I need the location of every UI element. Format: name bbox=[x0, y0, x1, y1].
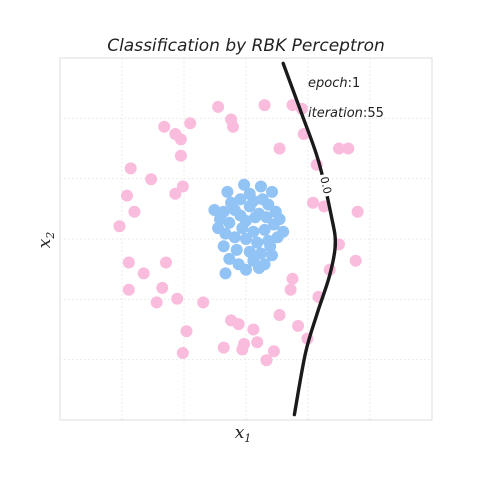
decision-boundary-line bbox=[281, 61, 338, 417]
epoch-label: epoch bbox=[308, 76, 348, 91]
data-point-series-2 bbox=[230, 243, 243, 256]
data-point-series-1 bbox=[180, 325, 193, 338]
data-point-series-1 bbox=[349, 254, 362, 267]
iteration-label: iteration bbox=[308, 106, 363, 121]
data-point-series-2 bbox=[249, 211, 262, 224]
data-point-series-1 bbox=[122, 283, 135, 296]
data-point-series-1 bbox=[273, 309, 286, 321]
data-point-series-1 bbox=[333, 142, 345, 155]
data-point-series-2 bbox=[234, 193, 247, 206]
data-point-series-2 bbox=[225, 196, 238, 209]
data-point-series-1 bbox=[212, 100, 225, 113]
data-point-series-1 bbox=[247, 323, 260, 336]
data-point-series-1 bbox=[169, 187, 182, 200]
data-point-series-2 bbox=[277, 225, 290, 238]
data-point-series-1 bbox=[292, 319, 305, 332]
data-point-series-1 bbox=[260, 354, 273, 367]
data-point-series-2 bbox=[254, 247, 267, 260]
data-point-series-1 bbox=[227, 120, 239, 133]
data-point-series-1 bbox=[184, 117, 197, 130]
decision-boundary-label: 0.0 bbox=[317, 175, 334, 195]
data-point-series-1 bbox=[286, 272, 299, 285]
data-point-series-2 bbox=[219, 267, 232, 280]
data-point-series-1 bbox=[145, 173, 158, 186]
data-point-series-1 bbox=[197, 296, 210, 309]
data-point-series-2 bbox=[264, 240, 277, 253]
data-point-series-2 bbox=[236, 222, 249, 235]
data-point-series-2 bbox=[228, 231, 241, 244]
x-axis-label-subscript: 1 bbox=[244, 432, 251, 445]
iteration-value: 55 bbox=[367, 106, 384, 121]
data-point-series-1 bbox=[307, 196, 319, 209]
data-point-series-2 bbox=[247, 225, 260, 238]
iteration-separator: : bbox=[363, 106, 367, 121]
data-point-series-1 bbox=[236, 343, 249, 356]
data-point-series-1 bbox=[351, 205, 364, 218]
data-point-series-1 bbox=[176, 180, 189, 193]
data-point-series-2 bbox=[254, 180, 267, 193]
data-point-series-1 bbox=[150, 296, 163, 309]
data-point-series-2 bbox=[217, 240, 230, 253]
data-point-series-1 bbox=[284, 283, 297, 296]
data-point-series-2 bbox=[266, 185, 278, 198]
data-point-series-1 bbox=[232, 318, 245, 331]
data-point-series-2 bbox=[238, 178, 251, 191]
data-point-series-1 bbox=[176, 347, 189, 359]
iteration-annotation: iteration:55 bbox=[308, 106, 384, 121]
y-axis-label-main: x bbox=[35, 238, 55, 248]
data-point-series-2 bbox=[208, 204, 221, 216]
data-point-series-1 bbox=[137, 267, 150, 280]
data-point-series-1 bbox=[251, 336, 264, 349]
x-axis-label: x1 bbox=[235, 423, 252, 445]
data-point-series-2 bbox=[212, 222, 225, 235]
y-axis-label: x2 bbox=[35, 232, 57, 249]
epoch-separator: : bbox=[348, 76, 352, 91]
decision-boundary-label-background bbox=[316, 172, 336, 198]
data-point-series-1 bbox=[286, 99, 299, 112]
data-point-series-2 bbox=[251, 236, 264, 249]
data-point-series-1 bbox=[122, 256, 135, 269]
data-point-series-2 bbox=[258, 223, 271, 236]
data-point-series-2 bbox=[240, 233, 252, 245]
epoch-annotation: epoch:1 bbox=[308, 76, 360, 91]
data-point-series-2 bbox=[243, 245, 256, 258]
data-point-series-2 bbox=[256, 193, 269, 206]
data-point-series-1 bbox=[124, 162, 137, 175]
data-point-series-1 bbox=[121, 189, 133, 202]
data-point-series-1 bbox=[273, 142, 286, 155]
data-point-series-1 bbox=[342, 142, 355, 155]
data-point-series-2 bbox=[243, 200, 256, 213]
data-point-series-2 bbox=[240, 263, 252, 276]
data-point-series-1 bbox=[113, 220, 126, 233]
data-point-series-1 bbox=[128, 205, 141, 218]
data-point-series-2 bbox=[269, 205, 282, 218]
x-axis-label-main: x bbox=[235, 423, 245, 443]
data-point-series-2 bbox=[223, 216, 236, 229]
data-point-series-2 bbox=[253, 262, 265, 274]
data-point-series-1 bbox=[258, 99, 271, 112]
data-point-series-2 bbox=[223, 252, 236, 265]
data-point-series-1 bbox=[217, 341, 230, 354]
data-point-series-2 bbox=[266, 249, 278, 262]
chart-title: Classification by RBK Perceptron bbox=[107, 36, 385, 56]
data-point-series-1 bbox=[160, 256, 172, 269]
data-point-series-1 bbox=[171, 292, 184, 305]
y-axis-label-subscript: 2 bbox=[44, 232, 57, 240]
data-point-series-1 bbox=[174, 149, 187, 162]
data-point-series-2 bbox=[260, 211, 273, 224]
data-point-series-1 bbox=[158, 120, 171, 133]
data-point-series-1 bbox=[267, 345, 280, 358]
data-point-series-1 bbox=[174, 133, 187, 146]
epoch-value: 1 bbox=[352, 76, 360, 91]
data-point-series-2 bbox=[234, 209, 247, 222]
data-point-series-1 bbox=[156, 281, 169, 294]
data-point-series-2 bbox=[214, 213, 226, 226]
data-points bbox=[113, 99, 364, 367]
data-point-series-2 bbox=[221, 185, 234, 198]
